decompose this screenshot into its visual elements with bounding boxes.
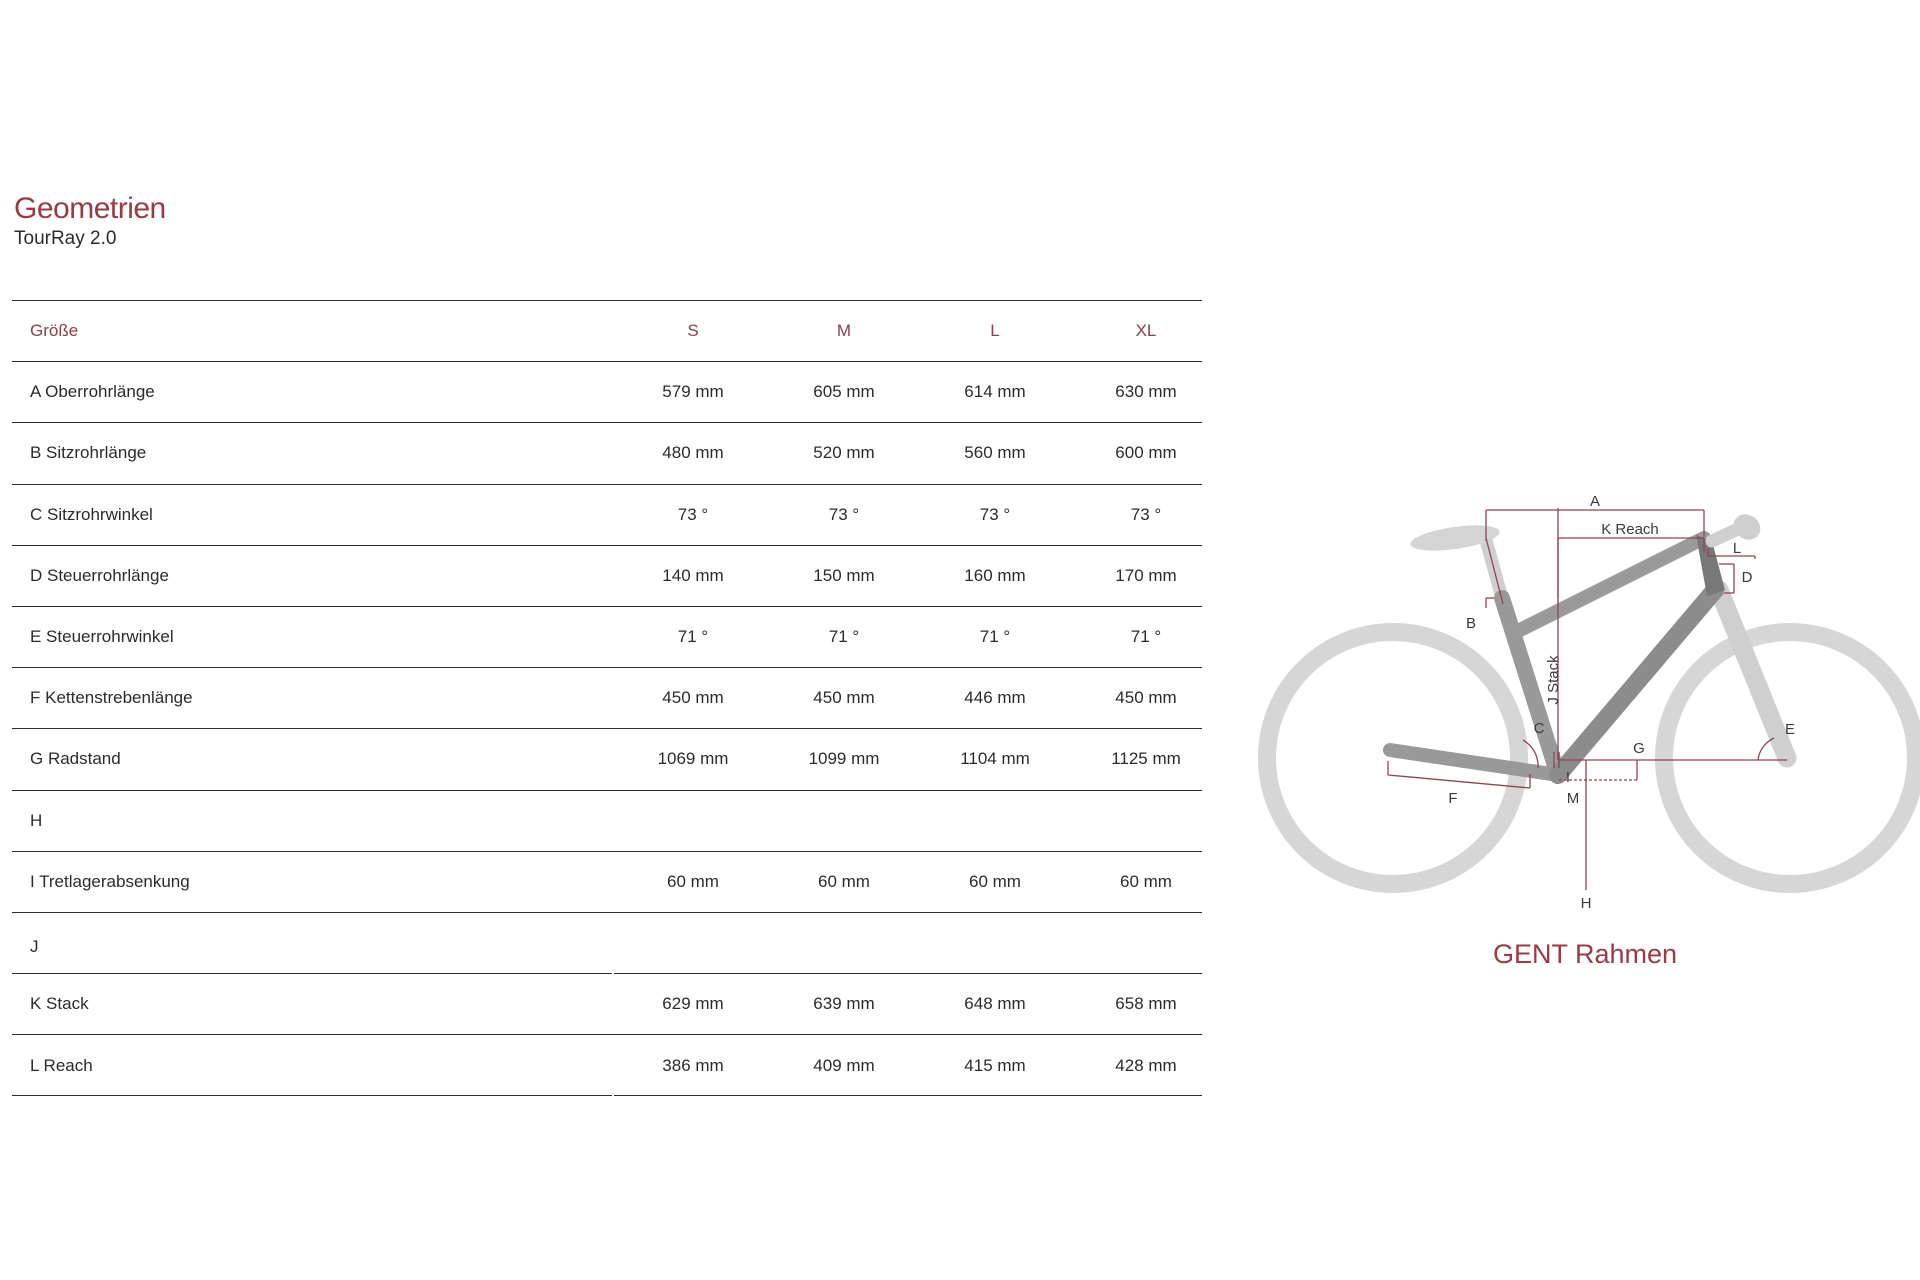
svg-text:I: I [1566, 769, 1570, 786]
svg-text:H: H [1581, 895, 1592, 912]
svg-text:L: L [1733, 540, 1741, 557]
svg-text:M: M [1567, 790, 1580, 807]
svg-text:K Reach: K Reach [1601, 521, 1659, 538]
svg-text:F: F [1448, 790, 1457, 807]
svg-text:C: C [1534, 720, 1545, 737]
svg-text:B: B [1466, 615, 1476, 632]
svg-text:J Stack: J Stack [1545, 655, 1562, 705]
svg-text:E: E [1785, 721, 1795, 738]
svg-text:D: D [1742, 569, 1753, 586]
svg-text:G: G [1633, 740, 1645, 757]
svg-text:A: A [1590, 493, 1600, 510]
